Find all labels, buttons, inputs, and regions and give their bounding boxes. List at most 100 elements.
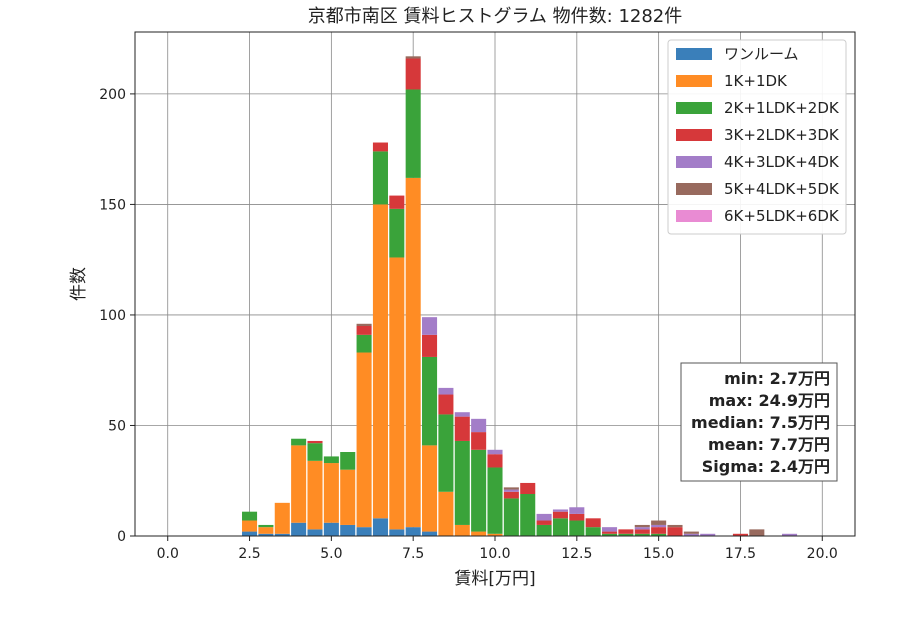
stat-median: median: 7.5万円 bbox=[691, 413, 830, 432]
bar-segment-2-12 bbox=[438, 414, 454, 492]
legend-label-6: 6K+5LDK+6DK bbox=[724, 207, 840, 225]
bar-segment-1-8 bbox=[372, 204, 388, 519]
stats-box: min: 2.7万円 max: 24.9万円 median: 7.5万円 mea… bbox=[680, 362, 838, 482]
y-axis-title: 件数 bbox=[69, 267, 89, 301]
bar-segment-2-0 bbox=[242, 511, 258, 521]
stat-max: max: 24.9万円 bbox=[709, 391, 830, 410]
stat-min: min: 2.7万円 bbox=[724, 369, 830, 388]
bar-segment-0-0 bbox=[242, 531, 258, 536]
bar-segment-5-16 bbox=[503, 487, 519, 490]
x-axis-title: 賃料[万円] bbox=[454, 569, 535, 589]
y-tick-label: 200 bbox=[99, 87, 126, 103]
stats-frame bbox=[680, 362, 838, 482]
bar-segment-2-8 bbox=[372, 151, 388, 205]
bar-segment-0-3 bbox=[291, 522, 307, 536]
bar-segment-4-12 bbox=[438, 387, 454, 395]
bar-segment-0-10 bbox=[405, 527, 421, 536]
axis-ticks: 0.0 2.5 5.0 7.5 10.0 12.5 15.0 17.5 20.0 0 50 100 15… bbox=[99, 87, 838, 562]
bar-segment-2-22 bbox=[602, 533, 618, 536]
bar-segment-1-6 bbox=[340, 469, 356, 525]
bar-segment-0-8 bbox=[372, 518, 388, 536]
bar-segment-1-10 bbox=[405, 177, 421, 528]
bar-segment-3-26 bbox=[667, 527, 683, 536]
bar-segment-4-11 bbox=[422, 317, 438, 335]
x-tick-label: 12.5 bbox=[561, 546, 592, 562]
legend-label-3: 3K+2LDK+3DK bbox=[724, 126, 840, 144]
bar-segment-3-19 bbox=[552, 511, 568, 519]
bar-segment-4-27 bbox=[683, 533, 699, 536]
chart-title: 京都市南区 賃料ヒストグラム 物件数: 1282件 bbox=[308, 6, 683, 27]
bar-segment-1-14 bbox=[471, 531, 487, 536]
x-tick-label: 10.0 bbox=[479, 546, 510, 562]
bar-segment-3-10 bbox=[405, 58, 421, 90]
bar-segment-2-24 bbox=[634, 533, 650, 536]
y-tick-label: 0 bbox=[117, 529, 126, 545]
bar-segment-1-3 bbox=[291, 445, 307, 523]
bar-segment-0-5 bbox=[323, 522, 339, 536]
x-tick-label: 7.5 bbox=[402, 546, 424, 562]
bar-segment-3-12 bbox=[438, 394, 454, 415]
bar-segment-1-9 bbox=[389, 257, 405, 530]
bar-segment-4-14 bbox=[471, 418, 487, 433]
y-tick-label: 100 bbox=[99, 308, 126, 324]
bar-segment-3-11 bbox=[422, 334, 438, 357]
bar-segment-5-25 bbox=[651, 520, 667, 525]
bar-segment-5-7 bbox=[356, 323, 372, 326]
bar-segment-0-2 bbox=[274, 533, 290, 536]
bar-segment-2-6 bbox=[340, 452, 356, 470]
bar-segment-3-14 bbox=[471, 432, 487, 450]
bar-segment-5-27 bbox=[683, 531, 699, 534]
bar-segment-2-3 bbox=[291, 438, 307, 446]
bar-segment-4-19 bbox=[552, 509, 568, 512]
legend-label-0: ワンルーム bbox=[724, 45, 799, 63]
bars bbox=[242, 56, 798, 536]
legend-swatch-4 bbox=[676, 156, 712, 168]
bar-segment-3-24 bbox=[634, 529, 650, 534]
legend-swatch-3 bbox=[676, 129, 712, 141]
bar-segment-1-15 bbox=[487, 533, 503, 536]
stat-sigma: Sigma: 2.4万円 bbox=[702, 457, 830, 476]
bar-segment-3-13 bbox=[454, 416, 470, 441]
bar-segment-2-5 bbox=[323, 456, 339, 464]
bar-segment-2-11 bbox=[422, 356, 438, 446]
bar-segment-2-17 bbox=[520, 494, 536, 536]
stat-mean: mean: 7.7万円 bbox=[708, 435, 830, 454]
x-tick-label: 17.5 bbox=[725, 546, 756, 562]
legend-swatch-1 bbox=[676, 75, 712, 87]
bar-segment-1-12 bbox=[438, 491, 454, 536]
bar-segment-4-22 bbox=[602, 527, 618, 532]
bar-segment-3-16 bbox=[503, 491, 519, 499]
y-tick-label: 50 bbox=[108, 418, 126, 434]
x-tick-label: 20.0 bbox=[807, 546, 838, 562]
bar-segment-2-7 bbox=[356, 334, 372, 353]
bar-segment-3-7 bbox=[356, 326, 372, 335]
bar-segment-1-2 bbox=[274, 502, 290, 534]
legend-swatch-5 bbox=[676, 183, 712, 195]
bar-segment-4-25 bbox=[651, 524, 667, 528]
bar-segment-3-22 bbox=[602, 531, 618, 534]
bar-segment-3-17 bbox=[520, 482, 536, 494]
bar-segment-1-4 bbox=[307, 460, 323, 530]
x-tick-label: 2.5 bbox=[238, 546, 260, 562]
bar-segment-0-7 bbox=[356, 527, 372, 536]
y-tick-label: 150 bbox=[99, 197, 126, 213]
bar-segment-0-11 bbox=[422, 531, 438, 536]
bar-segment-2-1 bbox=[258, 524, 274, 528]
bar-segment-2-19 bbox=[552, 518, 568, 536]
bar-segment-3-18 bbox=[536, 520, 552, 525]
x-tick-label: 5.0 bbox=[320, 546, 342, 562]
bar-segment-3-20 bbox=[569, 513, 585, 521]
x-tick-label: 15.0 bbox=[643, 546, 674, 562]
bar-segment-3-30 bbox=[732, 533, 748, 536]
legend-label-4: 4K+3LDK+4DK bbox=[724, 153, 840, 171]
x-tick-label: 0.0 bbox=[157, 546, 179, 562]
bar-segment-4-13 bbox=[454, 412, 470, 417]
bar-segment-2-21 bbox=[585, 527, 601, 536]
bar-segment-2-23 bbox=[618, 533, 634, 536]
legend: ワンルーム 1K+1DK 2K+1LDK+2DK 3K+2LDK+3DK 4K+3LDK… bbox=[667, 39, 847, 235]
bar-segment-5-10 bbox=[405, 56, 421, 59]
bar-segment-4-24 bbox=[634, 527, 650, 530]
legend-label-5: 5K+4LDK+5DK bbox=[724, 180, 840, 198]
bar-segment-1-13 bbox=[454, 524, 470, 536]
